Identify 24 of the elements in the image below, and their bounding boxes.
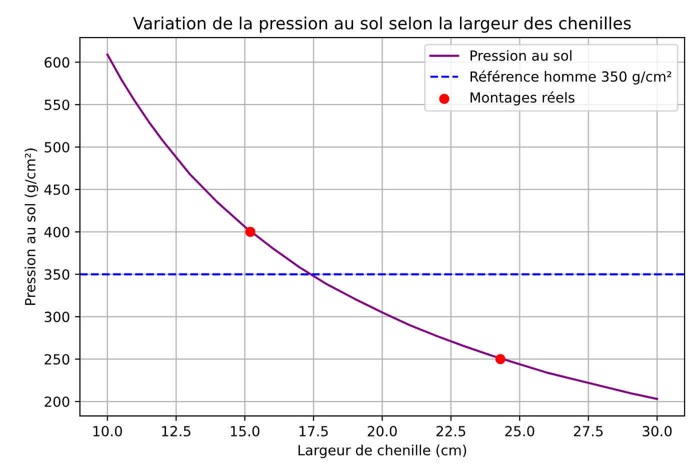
chart-title: Variation de la pression au sol selon la largeur des chenilles [133,16,631,33]
x-tick-label: 25.0 [505,426,534,436]
x-axis-title: Largeur de chenille (cm) [298,444,466,458]
y-tick-label: 450 [44,184,70,195]
legend-label: Pression au sol [470,50,572,61]
x-tick-label: 27.5 [574,426,603,436]
y-tick-label: 350 [44,269,70,280]
y-tick-label: 500 [44,142,70,153]
x-tick-label: 10.0 [93,426,122,436]
x-tick-label: 17.5 [300,426,328,436]
y-tick-label: 550 [44,100,70,110]
x-tick-label: 22.5 [436,426,466,436]
x-tick-label: 30.0 [642,426,672,436]
legend-label: Montages réels [470,91,574,106]
y-tick-label: 600 [44,57,70,68]
x-tick-label: 12.5 [162,426,190,436]
legend-label: Référence homme 350 g/cm² [470,70,672,84]
y-tick-label: 200 [44,396,70,408]
x-tick-label: 20.0 [368,426,397,436]
x-tick-label: 15.0 [230,426,260,436]
y-tick-label: 250 [44,354,70,365]
y-tick-label: 400 [44,226,70,238]
y-axis-title: Pression au sol (g/cm²) [24,148,38,305]
y-tick-label: 300 [44,312,70,322]
